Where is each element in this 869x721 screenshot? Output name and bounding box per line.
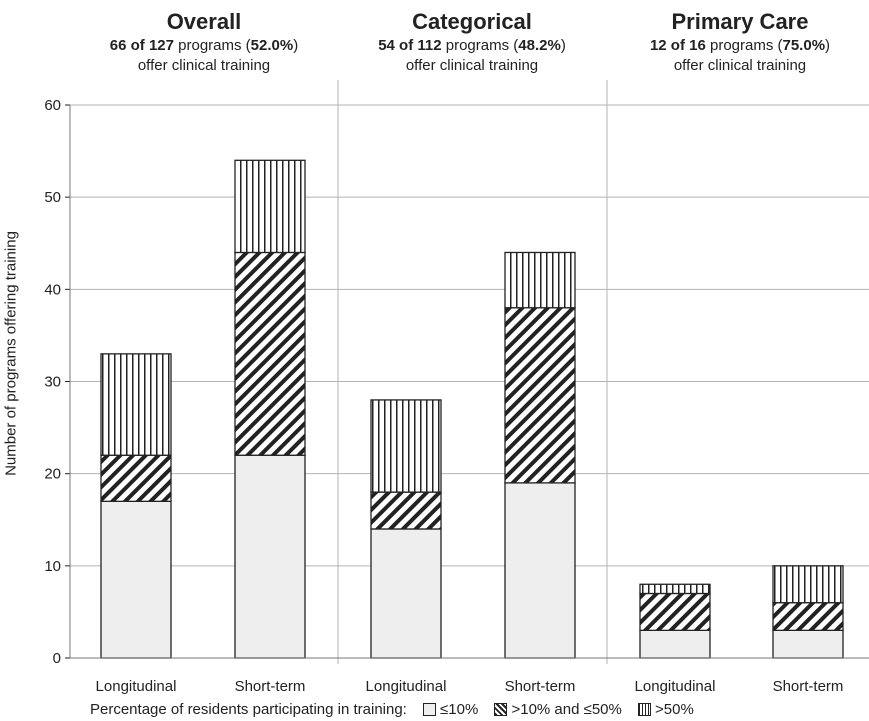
- bar-segment-high: [234, 159, 306, 254]
- program-percent: 75.0%: [782, 37, 826, 54]
- bars: [100, 159, 844, 659]
- legend-item-mid: >10% and ≤50%: [494, 700, 622, 720]
- panel-summary: 54 of 112 programs (48.2%): [342, 36, 602, 56]
- panel-title: Categorical: [412, 9, 532, 34]
- bar-segment-low: [639, 629, 711, 659]
- panel-title: Overall: [166, 9, 242, 34]
- legend-title: Percentage of residents participating in…: [90, 701, 407, 718]
- legend-label: >10% and ≤50%: [511, 701, 622, 718]
- bar-segment-mid: [639, 592, 711, 632]
- program-count: 54 of 112: [378, 37, 442, 54]
- panel-summary: 12 of 16 programs (75.0%): [610, 36, 869, 56]
- bar-segment-high: [772, 565, 844, 604]
- bar-segment-low: [772, 629, 844, 659]
- legend-item-high: >50%: [638, 700, 694, 720]
- bar-segment-high: [639, 583, 711, 595]
- panel-header-primary-care: Primary Care 12 of 16 programs (75.0%) o…: [610, 8, 869, 76]
- x-tick-label: Short-term: [235, 678, 306, 695]
- summary-close: ): [825, 37, 831, 54]
- bar-segment-mid: [772, 602, 844, 632]
- summary-text: programs (: [173, 37, 251, 54]
- bar-segment-mid: [504, 307, 576, 484]
- bar-segment-high: [370, 399, 442, 493]
- bar-segment-mid: [234, 251, 306, 456]
- legend-label: ≤10%: [440, 701, 479, 718]
- legend-swatch-low: [423, 703, 437, 716]
- panel-summary-line2: offer clinical training: [405, 57, 539, 74]
- y-tick-label: 60: [44, 97, 61, 114]
- legend-swatch-mid: [494, 703, 508, 716]
- summary-close: ): [560, 37, 566, 54]
- panel-summary-line2: offer clinical training: [137, 57, 271, 74]
- y-tick-label: 40: [44, 281, 61, 298]
- bar-segment-low: [234, 454, 306, 659]
- panel-title: Primary Care: [671, 9, 809, 34]
- gridlines: [70, 80, 869, 664]
- y-tick-label: 20: [44, 466, 61, 483]
- panel-header-categorical: Categorical 54 of 112 programs (48.2%) o…: [342, 8, 602, 76]
- x-tick-label: Longitudinal: [96, 678, 177, 695]
- legend-label: >50%: [655, 701, 694, 718]
- axes: [65, 104, 869, 659]
- program-percent: 48.2%: [518, 37, 561, 54]
- x-tick-label: Short-term: [773, 678, 844, 695]
- x-tick-label: Longitudinal: [366, 678, 447, 695]
- bar-segment-low: [100, 500, 172, 659]
- y-tick-label: 50: [44, 189, 61, 206]
- bar-segment-high: [504, 251, 576, 309]
- legend-item-low: ≤10%: [423, 700, 478, 720]
- y-axis-label: Number of programs offering training: [2, 231, 20, 476]
- y-tick-label: 30: [44, 374, 61, 391]
- summary-text: programs (: [441, 37, 519, 54]
- bar-segment-low: [370, 528, 442, 659]
- panel-summary-line2: offer clinical training: [673, 57, 807, 74]
- bar-segment-low: [504, 482, 576, 659]
- legend: Percentage of residents participating in…: [90, 700, 869, 720]
- tick-labels: 0 10 20 30 40 50 60 Longitudinal Short-term Longi…: [44, 97, 843, 695]
- legend-swatch-high: [638, 703, 652, 716]
- bar-segment-mid: [100, 454, 172, 502]
- panel-header-overall: Overall 66 of 127 programs (52.0%) offer…: [74, 8, 334, 76]
- summary-text: programs (: [705, 37, 783, 54]
- program-count: 66 of 127: [109, 37, 174, 54]
- bar-segment-mid: [370, 491, 442, 530]
- x-tick-label: Longitudinal: [635, 678, 716, 695]
- bar-segment-high: [100, 353, 172, 456]
- y-tick-label: 10: [44, 558, 61, 575]
- program-percent: 52.0%: [250, 37, 294, 54]
- y-tick-label: 0: [53, 650, 61, 667]
- program-count: 12 of 16: [649, 37, 706, 54]
- panel-summary: 66 of 127 programs (52.0%): [74, 36, 334, 56]
- x-tick-label: Short-term: [505, 678, 576, 695]
- summary-close: ): [293, 37, 299, 54]
